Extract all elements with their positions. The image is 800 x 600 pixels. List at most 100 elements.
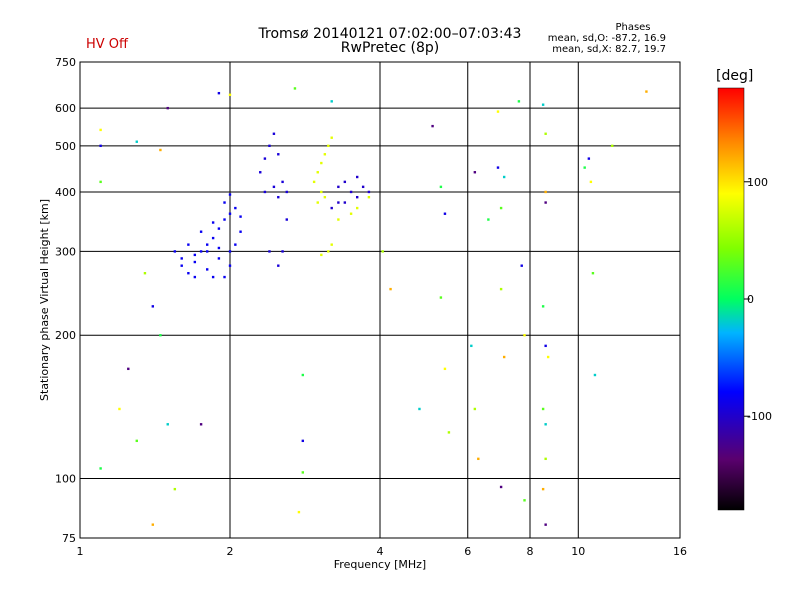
echo-point	[268, 250, 271, 253]
echo-point	[285, 218, 288, 221]
echo-point	[228, 250, 232, 253]
data-points	[99, 87, 648, 526]
echo-point	[234, 243, 237, 246]
echo-point	[611, 144, 614, 148]
echo-point	[381, 250, 384, 253]
y-tick-label: 75	[62, 532, 76, 545]
echo-point	[496, 110, 500, 113]
echo-point	[301, 439, 305, 443]
echo-point	[99, 467, 102, 470]
echo-point	[199, 250, 203, 253]
x-tick-label: 1	[77, 545, 84, 558]
echo-point	[323, 195, 327, 199]
echo-point	[234, 206, 237, 210]
echo-point	[320, 161, 323, 165]
echo-point	[263, 190, 267, 194]
echo-point	[645, 90, 648, 93]
echo-point	[541, 305, 545, 308]
plot-grid	[80, 62, 680, 538]
x-mode-stats: mean, sd,X: 82.7, 19.7	[552, 44, 666, 55]
echo-point	[187, 272, 190, 275]
echo-point	[187, 243, 190, 246]
echo-point	[477, 457, 480, 461]
echo-point	[593, 373, 597, 377]
y-tick-label: 750	[55, 56, 76, 69]
colorbar-ticks: 100 0 -100	[744, 176, 772, 423]
echo-point	[277, 153, 280, 156]
echo-point	[228, 193, 232, 196]
y-tick-label: 300	[55, 245, 76, 258]
echo-point	[173, 250, 177, 253]
chart-title: Tromsø 20140121 07:02:00–07:03:43	[258, 26, 522, 42]
echo-point	[223, 201, 226, 204]
echo-point	[151, 305, 155, 308]
echo-point	[135, 439, 138, 443]
echo-point	[143, 272, 147, 275]
echo-point	[330, 100, 333, 103]
x-tick-label: 8	[527, 545, 534, 558]
x-tick-label: 10	[571, 545, 585, 558]
echo-point	[268, 144, 271, 148]
phase-colorbar	[717, 87, 745, 511]
echo-point	[367, 195, 371, 199]
x-tick-label: 6	[464, 545, 471, 558]
y-tick-label: 500	[55, 140, 76, 153]
echo-point	[223, 218, 226, 221]
echo-point	[239, 215, 242, 218]
echo-point	[496, 166, 500, 169]
echo-point	[473, 407, 477, 411]
echo-point	[272, 185, 276, 189]
echo-point	[228, 264, 232, 267]
y-tick-label: 100	[55, 473, 76, 486]
echo-point	[418, 407, 421, 411]
echo-point	[355, 195, 359, 199]
echo-point	[211, 275, 215, 279]
echo-point	[517, 100, 521, 103]
echo-point	[389, 287, 392, 291]
echo-point	[205, 268, 209, 271]
echo-point	[544, 132, 547, 135]
echo-point	[587, 157, 591, 160]
echo-point	[217, 227, 221, 230]
echo-point	[135, 140, 138, 143]
echo-point	[499, 485, 503, 489]
echo-point	[180, 264, 183, 267]
echo-point	[316, 171, 319, 174]
y-axis-ticks: 75 100 200 300 400 500 600 750	[55, 56, 76, 545]
echo-point	[323, 153, 327, 156]
y-tick-label: 200	[55, 329, 76, 342]
echo-point	[541, 103, 545, 106]
echo-point	[99, 128, 102, 132]
x-axis-ticks: 1 2 4 6 8 10 16	[77, 545, 688, 558]
echo-point	[263, 157, 267, 160]
echo-point	[193, 275, 197, 279]
echo-point	[180, 257, 183, 260]
x-tick-label: 16	[673, 545, 687, 558]
echo-point	[541, 407, 545, 411]
echo-point	[228, 93, 232, 96]
echo-point	[502, 175, 506, 179]
echo-point	[546, 355, 550, 359]
echo-point	[211, 236, 215, 240]
echo-point	[439, 296, 443, 299]
echo-point	[205, 243, 209, 246]
echo-point	[367, 190, 371, 194]
echo-point	[544, 201, 547, 204]
echo-point	[502, 355, 506, 359]
echo-point	[337, 185, 340, 189]
echo-point	[217, 246, 221, 250]
echo-point	[259, 171, 262, 174]
echo-point	[343, 180, 347, 184]
echo-point	[330, 206, 333, 210]
x-axis-label: Frequency [MHz]	[334, 558, 426, 571]
chart-subtitle: RwPretec (8p)	[340, 40, 440, 56]
echo-point	[199, 423, 203, 426]
echo-point	[349, 190, 353, 194]
echo-point	[239, 230, 242, 233]
echo-point	[99, 180, 102, 184]
echo-point	[327, 144, 330, 148]
echo-point	[293, 87, 297, 90]
colorbar-tick-label: 0	[747, 293, 754, 306]
echo-point	[199, 230, 203, 233]
